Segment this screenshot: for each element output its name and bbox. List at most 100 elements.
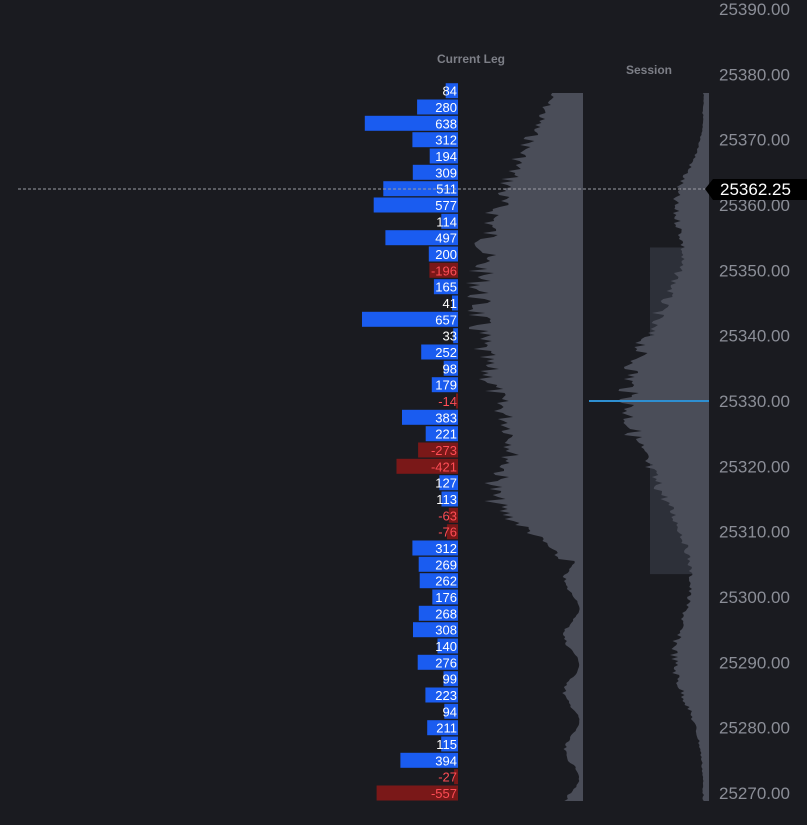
price-tick-label: 25390.00 — [719, 0, 790, 19]
delta-label: 221 — [435, 427, 457, 442]
delta-label: 140 — [435, 639, 457, 654]
delta-label: 94 — [443, 704, 457, 719]
delta-label: 115 — [436, 737, 457, 752]
delta-label: 657 — [435, 312, 457, 327]
price-tick-label: 25290.00 — [719, 653, 790, 672]
delta-label: 98 — [443, 361, 457, 376]
delta-bar — [443, 360, 458, 376]
delta-bar — [412, 540, 458, 556]
delta-bar — [412, 164, 458, 180]
delta-label: 383 — [435, 410, 457, 425]
delta-bar — [425, 426, 458, 442]
delta-label: 312 — [435, 541, 457, 556]
price-tick-label: 25310.00 — [719, 523, 790, 542]
delta-bar — [396, 458, 458, 474]
current-leg-delta-bars: 84280638312194309511577114497200-1961654… — [362, 83, 458, 801]
delta-bar — [419, 573, 458, 589]
delta-bar — [418, 556, 458, 572]
delta-bar — [417, 654, 458, 670]
delta-bar — [364, 115, 458, 131]
delta-bar — [452, 295, 458, 311]
session-header: Session — [626, 63, 672, 77]
delta-bar — [454, 769, 458, 785]
delta-bar — [412, 132, 458, 148]
volume-profiles — [465, 93, 709, 801]
delta-label: 211 — [436, 721, 457, 736]
session-profile — [617, 93, 709, 801]
delta-bar — [413, 622, 458, 638]
delta-bar — [400, 752, 458, 768]
delta-label: 114 — [436, 214, 457, 229]
price-tick-label: 25340.00 — [719, 327, 790, 346]
delta-bar — [432, 589, 458, 605]
delta-bar — [446, 524, 458, 540]
delta-label: 176 — [435, 590, 457, 605]
delta-label: -196 — [431, 263, 457, 278]
delta-label: -76 — [438, 525, 457, 540]
delta-bar — [429, 148, 458, 164]
delta-bar — [376, 785, 458, 801]
delta-label: -421 — [431, 459, 457, 474]
delta-label: 127 — [435, 476, 457, 491]
delta-label: 309 — [435, 165, 457, 180]
delta-label: 99 — [443, 672, 457, 687]
delta-label: 276 — [435, 655, 457, 670]
delta-label: 394 — [435, 753, 457, 768]
delta-bar — [448, 507, 458, 523]
delta-bar — [441, 736, 458, 752]
delta-bar — [428, 246, 458, 262]
delta-bar — [437, 638, 458, 654]
delta-label: -27 — [438, 770, 457, 785]
delta-bar — [441, 491, 458, 507]
delta-bar — [453, 328, 458, 344]
price-tick-label: 25360.00 — [719, 196, 790, 215]
delta-label: 223 — [435, 688, 457, 703]
price-tick-label: 25350.00 — [719, 261, 790, 280]
delta-label: 165 — [435, 280, 457, 295]
price-tick-label: 25330.00 — [719, 392, 790, 411]
delta-label: 33 — [443, 329, 457, 344]
delta-label: -557 — [431, 786, 457, 801]
delta-bar — [362, 311, 458, 327]
delta-label: -14 — [438, 394, 457, 409]
delta-label: 638 — [435, 116, 457, 131]
delta-label: 200 — [435, 247, 457, 262]
delta-bar — [444, 703, 458, 719]
delta-label: 511 — [436, 182, 457, 197]
delta-label: 577 — [435, 198, 457, 213]
delta-bar — [445, 83, 458, 99]
price-axis: 25390.00 25380.00 25370.00 25360.00 25350.00… — [719, 0, 790, 803]
delta-bar — [418, 605, 458, 621]
delta-label: -63 — [438, 508, 457, 523]
delta-bar — [456, 393, 458, 409]
current-price-tag: 25362.25 — [705, 179, 807, 200]
delta-label: 252 — [435, 345, 457, 360]
price-tick-label: 25320.00 — [719, 457, 790, 476]
current-price-label: 25362.25 — [720, 180, 791, 199]
current-leg-profile — [465, 93, 583, 801]
current-leg-header: Current Leg — [437, 52, 505, 66]
delta-bar — [443, 671, 458, 687]
delta-bar — [418, 442, 458, 458]
delta-bar — [373, 197, 458, 213]
delta-label: 262 — [435, 574, 457, 589]
price-tick-label: 25380.00 — [719, 65, 790, 84]
delta-bar — [433, 279, 458, 295]
delta-label: 497 — [435, 231, 457, 246]
delta-bar — [402, 409, 458, 425]
price-tick-label: 25370.00 — [719, 131, 790, 150]
delta-label: 84 — [443, 84, 457, 99]
delta-bar — [417, 99, 458, 115]
delta-label: 41 — [443, 296, 457, 311]
delta-label: 113 — [436, 492, 457, 507]
delta-label: 194 — [435, 149, 457, 164]
price-tick-label: 25270.00 — [719, 784, 790, 803]
delta-bar — [431, 377, 458, 393]
price-tick-label: 25280.00 — [719, 719, 790, 738]
delta-label: 312 — [435, 133, 457, 148]
delta-label: 268 — [435, 606, 457, 621]
price-tick-label: 25300.00 — [719, 588, 790, 607]
current-price-tag-shape — [705, 179, 807, 200]
delta-bar — [421, 344, 458, 360]
